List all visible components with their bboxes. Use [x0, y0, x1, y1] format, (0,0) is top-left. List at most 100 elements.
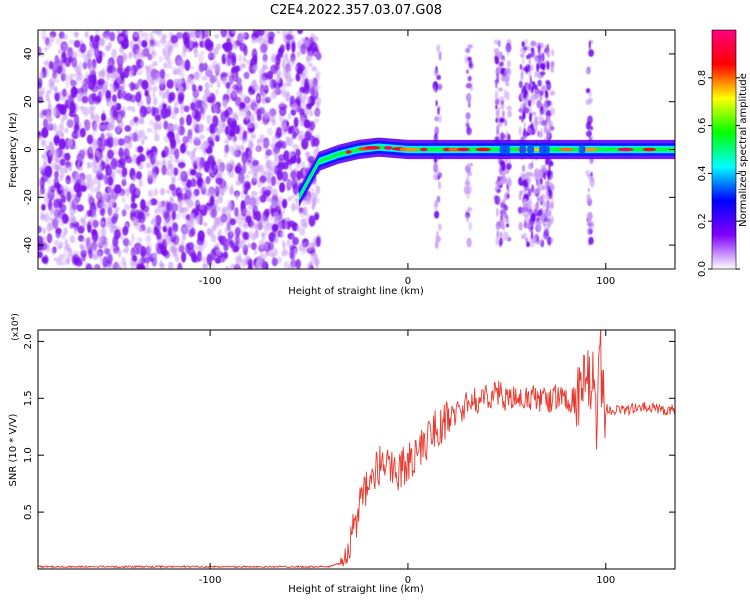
heatmap-cell	[124, 203, 129, 210]
heatmap-cell	[276, 201, 281, 211]
heatmap-cell	[109, 109, 114, 120]
heatmap-cell	[296, 90, 303, 100]
heatmap-spike-cell	[495, 59, 500, 65]
heatmap-cell	[152, 171, 158, 180]
signal-hotspot	[475, 147, 491, 152]
heatmap-cell	[50, 185, 56, 193]
heatmap-cell	[286, 239, 292, 248]
heatmap-spike-cell	[545, 79, 551, 85]
heatmap-cell	[203, 88, 210, 96]
heatmap-spike-cell	[551, 195, 554, 203]
heatmap-cell	[251, 190, 258, 197]
heatmap-cell	[240, 32, 247, 38]
heatmap-cell	[174, 101, 179, 106]
heatmap-cell	[232, 90, 237, 98]
heatmap-cell	[195, 99, 203, 110]
heatmap-cell	[39, 71, 45, 78]
heatmap-cell	[163, 120, 169, 130]
heatmap-cell	[151, 30, 158, 34]
heatmap-cell	[40, 52, 44, 58]
heatmap-cell	[180, 104, 184, 115]
heatmap-cell	[199, 255, 203, 260]
heatmap-spike-cell	[506, 48, 510, 57]
heatmap-cell	[269, 215, 274, 222]
heatmap-cell	[97, 180, 101, 189]
heatmap-cell	[73, 228, 78, 235]
heatmap-cell	[232, 84, 238, 91]
heatmap-cell	[43, 118, 48, 129]
heatmap-spike-cell	[537, 42, 542, 49]
heatmap-cell	[107, 186, 113, 194]
heatmap-cell	[129, 259, 135, 269]
heatmap-cell	[54, 182, 61, 190]
heatmap-cell	[198, 142, 204, 151]
heatmap-cell	[200, 50, 205, 55]
heatmap-spike-cell	[588, 40, 591, 50]
heatmap-cell	[263, 137, 270, 149]
heatmap-spike-cell	[464, 55, 470, 64]
heatmap-spike-cell	[434, 210, 440, 219]
heatmap-spike-cell	[433, 69, 438, 77]
heatmap-spike-cell	[547, 170, 554, 180]
heatmap-cell	[98, 220, 105, 226]
heatmap-cell	[311, 204, 315, 210]
heatmap-cell	[52, 217, 59, 229]
heatmap-cell	[88, 93, 96, 105]
heatmap-cell	[66, 191, 72, 203]
heatmap-cell	[140, 61, 145, 66]
heatmap-cell	[79, 243, 85, 250]
heatmap-spike-cell	[437, 83, 443, 91]
heatmap-cell	[147, 229, 154, 235]
signal-blotch	[503, 144, 511, 155]
heatmap-cell	[87, 58, 92, 70]
heatmap-cell	[87, 80, 96, 90]
heatmap-cell	[186, 114, 192, 126]
heatmap-cell	[258, 68, 265, 78]
heatmap-spike-cell	[435, 168, 440, 175]
heatmap-cell	[159, 68, 166, 79]
heatmap-cell	[121, 166, 128, 178]
heatmap-cell	[174, 159, 181, 164]
heatmap-cell	[295, 163, 301, 169]
heatmap-spike-cell	[499, 220, 504, 227]
heatmap-cell	[261, 120, 268, 125]
heatmap-spike-cell	[529, 75, 532, 86]
heatmap-cell	[237, 89, 244, 96]
heatmap-cell	[121, 80, 126, 90]
heatmap-cell	[73, 40, 81, 48]
heatmap-cell	[226, 54, 232, 66]
heatmap-cell	[80, 91, 84, 97]
heatmap-cell	[157, 160, 164, 166]
heatmap-cell	[285, 34, 293, 41]
heatmap-cell	[246, 197, 252, 205]
heatmap-cell	[188, 229, 195, 238]
heatmap-cell	[77, 225, 85, 234]
heatmap-cell	[47, 98, 52, 109]
heatmap-cell	[166, 79, 174, 89]
heatmap-cell	[138, 153, 145, 162]
heatmap-spike-cell	[501, 171, 506, 177]
heatmap-spike-cell	[495, 105, 498, 110]
heatmap-cell	[192, 118, 198, 128]
heatmap-cell	[293, 117, 299, 128]
heatmap-cell	[109, 83, 114, 87]
heatmap-spike-cell	[494, 90, 499, 101]
heatmap-cell	[313, 84, 318, 94]
heatmap-cell	[133, 32, 139, 38]
heatmap-cell	[89, 186, 97, 193]
heatmap-cell	[229, 200, 233, 207]
heatmap-cell	[38, 225, 42, 234]
heatmap-spike-cell	[538, 116, 544, 122]
heatmap-spike-cell	[539, 177, 543, 185]
heatmap-spike-cell	[437, 107, 440, 116]
heatmap-spike-cell	[463, 185, 470, 195]
signal-hotspot	[420, 147, 428, 152]
heatmap-cell	[129, 81, 135, 92]
heatmap-cell	[235, 124, 240, 135]
heatmap-cell	[273, 211, 280, 221]
heatmap-cell	[286, 178, 292, 191]
heatmap-spike-cell	[467, 75, 472, 82]
heatmap-spike-cell	[545, 211, 551, 216]
heatmap-cell	[214, 63, 220, 73]
heatmap-cell	[113, 229, 121, 240]
